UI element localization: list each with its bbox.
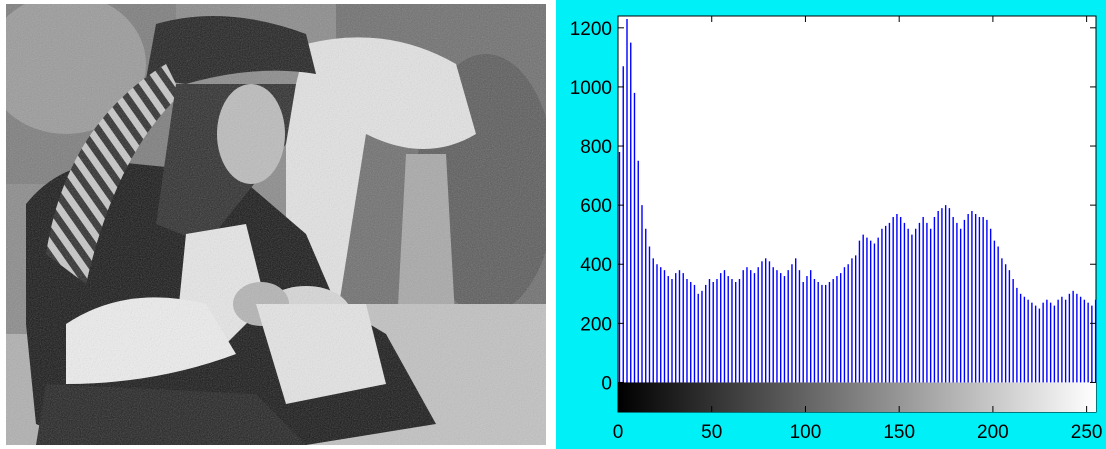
y-tick-label: 800 [580, 137, 612, 158]
y-tick-label: 200 [580, 314, 612, 335]
x-tick-label: 100 [790, 422, 822, 443]
x-tick-label: 50 [701, 422, 722, 443]
grayscale-photo-panel [0, 0, 552, 449]
histogram-chart: 0 50 100 150 200 250 0 200 400 600 800 1000 1200 [570, 15, 1103, 443]
grayscale-colorbar [618, 382, 1096, 412]
grayscale-photo [6, 4, 546, 445]
x-tick-label: 200 [977, 422, 1009, 443]
bars [618, 18, 1097, 383]
x-tick-label: 0 [613, 422, 624, 443]
y-tick-label: 1000 [570, 78, 612, 99]
y-tick-label: 600 [580, 196, 612, 217]
y-tick-label: 400 [580, 255, 612, 276]
y-tick-label: 0 [601, 373, 612, 394]
x-tick-label: 250 [1071, 422, 1103, 443]
x-tick-label: 150 [883, 422, 915, 443]
axis-ticks: 0 50 100 150 200 250 0 200 400 600 800 1000 1200 [570, 16, 1103, 443]
y-tick-label: 1200 [570, 19, 612, 40]
histogram-figure: 0 50 100 150 200 250 0 200 400 600 800 1000 1200 [556, 0, 1106, 449]
